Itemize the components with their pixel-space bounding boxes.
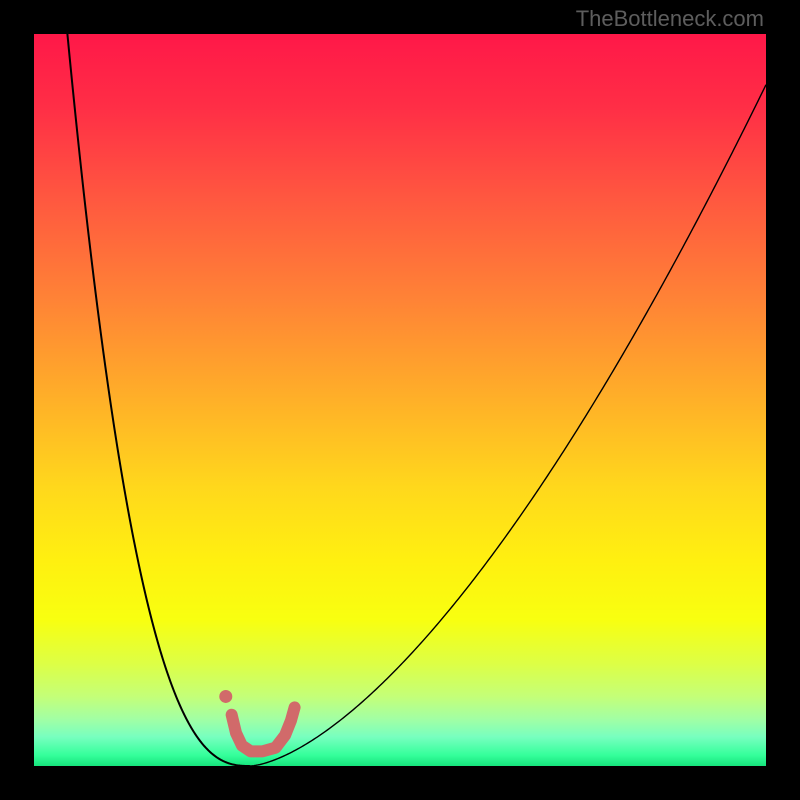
trough-highlight-dot — [219, 690, 232, 703]
chart-stage: TheBottleneck.com — [0, 0, 800, 800]
plot-background-gradient — [34, 34, 766, 766]
watermark-text: TheBottleneck.com — [576, 6, 764, 32]
chart-svg — [0, 0, 800, 800]
